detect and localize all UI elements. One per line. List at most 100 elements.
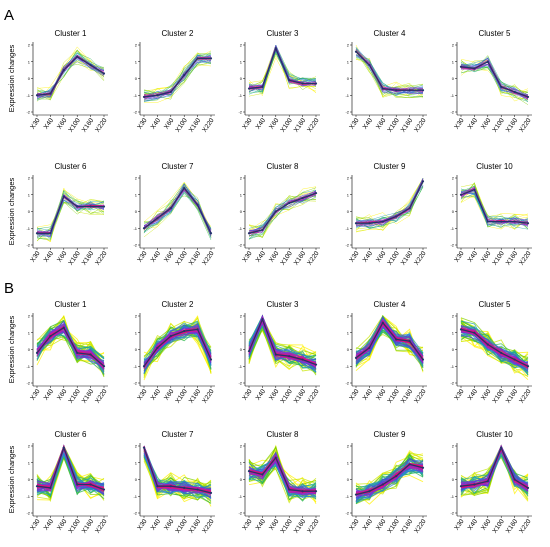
centroid-point [459,328,463,331]
x-tick-label: X100 [174,518,189,535]
member-line [143,56,212,96]
x-tick-label: X100 [67,518,82,535]
y-tick-label: 2 [28,444,31,449]
x-tick-label: X160 [293,388,308,405]
centroid-point [183,186,186,190]
x-tick-label: X220 [201,117,216,134]
x-tick-label: X220 [306,117,321,134]
y-tick-label: 0 [452,76,455,81]
x-tick-label: X40 [255,518,268,532]
member-line [355,180,424,223]
cluster-title: Cluster 8 [266,162,299,171]
x-tick-label: X60 [375,388,388,402]
member-line [143,58,212,102]
centroid-line [143,57,211,98]
y-axis-label: Expression changes [7,44,16,112]
y-tick-label: -1 [133,93,137,98]
y-tick-label: -1 [26,93,30,98]
centroid-point [196,488,199,491]
y-tick-label: -2 [133,243,137,248]
x-tick-label: X100 [279,518,294,535]
y-tick-label: 0 [135,209,138,214]
y-tick-label: -2 [345,110,349,115]
centroid-point [169,90,172,93]
y-tick-label: -2 [345,243,349,248]
y-tick-label: 1 [452,59,455,64]
centroid-point [301,197,304,200]
centroid-point [381,483,384,486]
x-tick-label: X160 [188,518,203,535]
y-tick-label: -1 [238,226,242,231]
centroid-line [143,328,212,367]
centroid-point [473,331,476,334]
y-tick-label: 1 [240,59,243,64]
x-tick-label: X100 [67,388,82,405]
x-tick-label: X160 [505,388,520,405]
x-tick-label: X220 [201,388,216,405]
y-tick-label: 0 [135,76,138,81]
x-tick-label: X100 [491,250,506,267]
centroid-point [49,486,52,489]
cluster-title: Cluster 4 [373,300,406,309]
y-axis-label: Expression changes [7,445,16,513]
centroid-point [486,60,489,63]
centroid-point [196,203,199,206]
centroid-point [62,195,65,198]
y-tick-label: -1 [450,364,454,369]
member-line [355,50,424,93]
member-line [36,200,105,236]
y-tick-label: 0 [347,209,350,214]
centroid-point [169,207,172,210]
centroid-point [35,232,39,235]
member-line [36,199,105,237]
y-tick-label: -2 [26,243,30,248]
x-tick-label: X220 [306,250,321,267]
x-tick-label: X30 [29,518,42,532]
centroid-point [486,480,489,483]
x-tick-label: X100 [174,250,189,267]
member-line [143,190,212,231]
x-tick-label: X100 [174,117,189,134]
centroid-point [314,490,318,493]
x-tick-label: X30 [136,518,149,532]
y-tick-label: -1 [345,364,349,369]
y-tick-label: -1 [26,494,30,499]
centroid-point [395,89,398,92]
y-tick-label: 2 [28,314,31,319]
x-tick-label: X160 [293,117,308,134]
centroid-line [36,55,105,96]
y-tick-label: 2 [28,43,31,48]
x-tick-label: X220 [413,250,428,267]
y-tick-label: 0 [135,347,138,352]
centroid-point [301,358,304,361]
y-tick-label: 1 [28,59,31,64]
x-tick-label: X60 [480,388,493,402]
x-tick-label: X100 [491,518,506,535]
centroid-point [526,365,530,368]
x-tick-label: X100 [386,250,401,267]
x-tick-label: X220 [518,388,533,405]
x-tick-label: X60 [56,518,69,532]
x-tick-label: X160 [505,518,520,535]
member-line [460,192,529,224]
y-tick-label: 0 [452,477,455,482]
x-tick-label: X220 [94,388,109,405]
y-tick-label: 1 [240,460,243,465]
x-tick-label: X40 [150,518,163,532]
cluster-title: Cluster 3 [266,29,299,38]
y-tick-label: -2 [26,110,30,115]
y-tick-label: 0 [240,209,243,214]
y-tick-label: -2 [345,381,349,386]
y-tick-label: -1 [238,93,242,98]
y-tick-label: 2 [347,314,350,319]
member-line [36,193,105,236]
x-tick-label: X30 [453,117,466,131]
centroid-point [196,328,199,331]
y-tick-label: 0 [28,347,31,352]
x-tick-label: X30 [241,117,254,131]
y-tick-label: 1 [452,192,455,197]
centroid-point [421,180,425,183]
centroid-point [209,358,213,361]
